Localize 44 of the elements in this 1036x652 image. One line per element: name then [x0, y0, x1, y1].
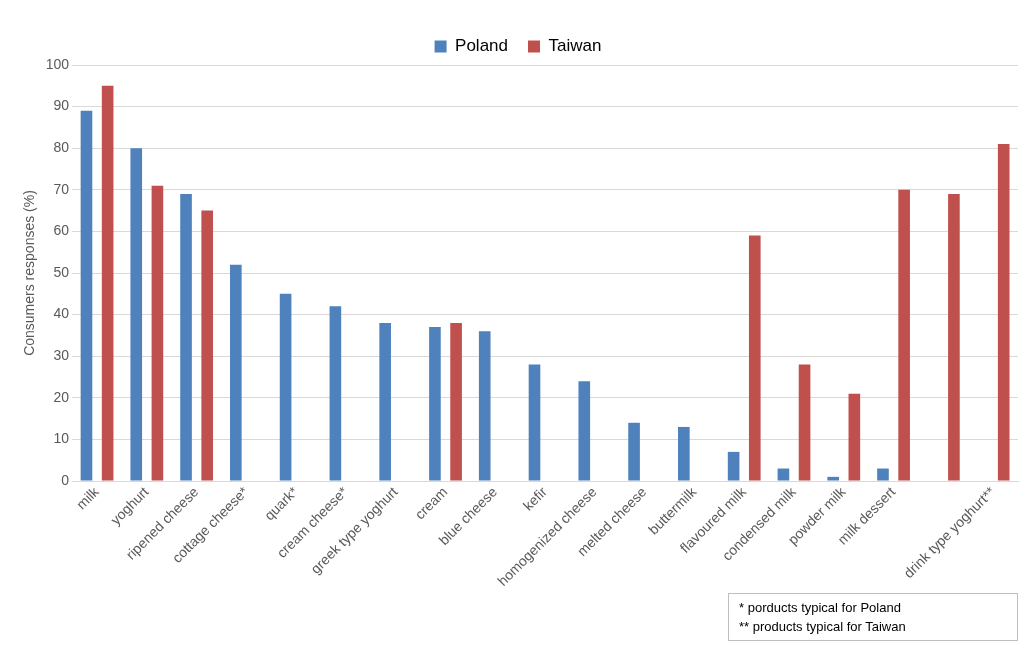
y-tick-label: 70 [53, 180, 70, 197]
bar [948, 193, 960, 481]
text: ** products typical for Taiwan [739, 618, 907, 636]
y-tick-label: 40 [53, 305, 70, 322]
bar [101, 85, 114, 481]
legend-label: Taiwan [548, 36, 602, 56]
bar [877, 468, 889, 481]
bar [279, 293, 292, 481]
text: * porducts typical for Poland [739, 599, 902, 617]
bar [478, 331, 491, 481]
y-tick-label: 50 [53, 263, 70, 280]
bar [628, 422, 640, 481]
bar [230, 264, 242, 481]
bar [80, 110, 93, 481]
bar [130, 148, 143, 481]
bar [748, 235, 761, 481]
bar [329, 306, 342, 481]
x-tick-label: milk [72, 482, 103, 513]
bar [827, 476, 840, 481]
y-tick-label: 0 [61, 471, 70, 488]
bar [151, 185, 164, 481]
bar [777, 468, 790, 481]
y-tick-label: 90 [53, 97, 70, 114]
bar [201, 210, 214, 481]
legend-label: Poland [455, 36, 509, 56]
y-tick-label: 20 [53, 388, 70, 405]
bar [678, 426, 690, 481]
bar [429, 327, 441, 481]
bar [528, 364, 541, 481]
bar [997, 144, 1010, 481]
bar [798, 364, 811, 481]
y-tick-label: 10 [53, 430, 70, 447]
bar [379, 322, 391, 481]
y-tick-label: 60 [53, 222, 70, 239]
bar [727, 451, 740, 481]
bar [578, 381, 591, 481]
y-axis-title: Consumers responses (%) [21, 190, 38, 356]
y-tick-label: 80 [53, 139, 70, 156]
bar [450, 322, 462, 481]
y-tick-label: 100 [45, 55, 70, 72]
bar [848, 393, 861, 481]
y-tick-label: 30 [53, 347, 70, 364]
bar [898, 189, 910, 481]
bar [180, 193, 192, 481]
